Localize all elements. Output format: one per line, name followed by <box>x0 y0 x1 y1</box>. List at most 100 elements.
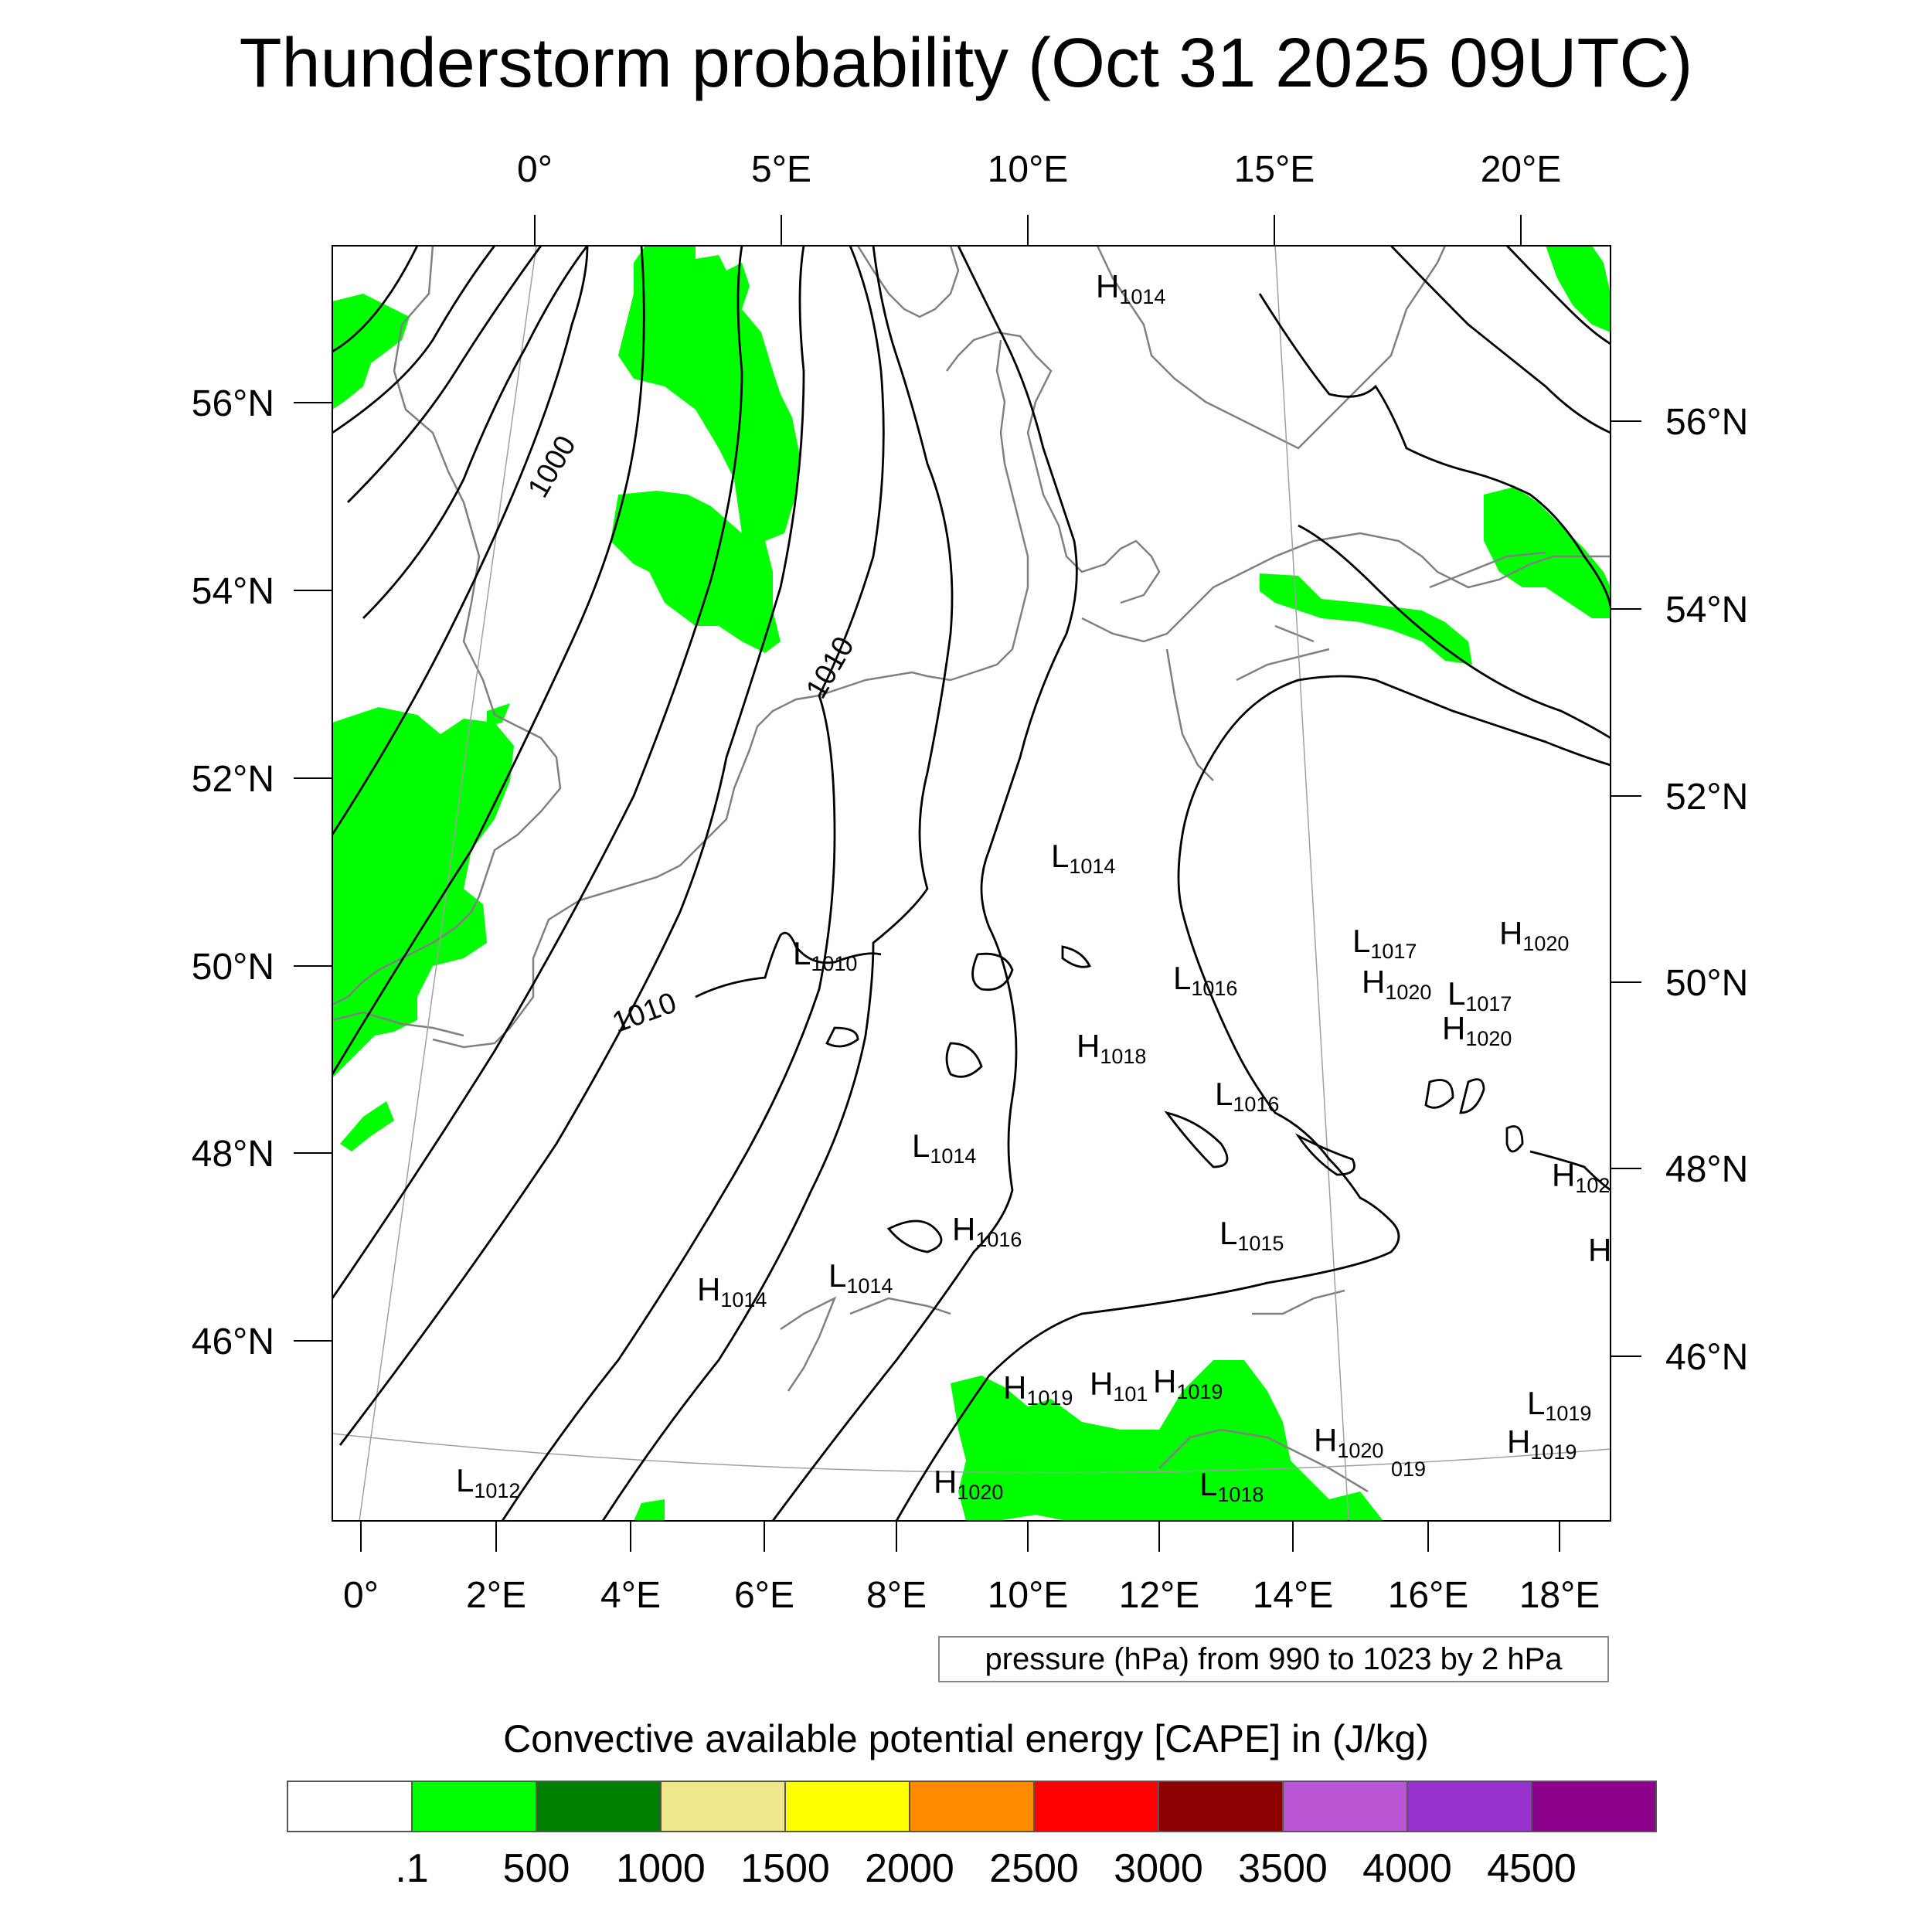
pressure-center: H1020 <box>934 1464 1003 1504</box>
coastline-sweden-south <box>1096 246 1447 450</box>
chart-title: Thunderstorm probability (Oct 31 2025 09… <box>240 25 1693 102</box>
pressure-center-type: L <box>1051 838 1069 874</box>
pressure-center-value: 019 <box>1391 1458 1426 1481</box>
colorbar-box <box>1282 1781 1408 1832</box>
pressure-center-type: H <box>1003 1369 1026 1406</box>
colorbar-tick-label: 1000 <box>616 1846 706 1891</box>
svg-text:H1016: H1016 <box>952 1211 1022 1251</box>
isobar-east-1 <box>1298 524 1611 740</box>
svg-text:H1020: H1020 <box>1499 915 1569 955</box>
pressure-center-value: 1020 <box>957 1481 1003 1504</box>
colorbar-box <box>1531 1781 1657 1832</box>
svg-text:L1017: L1017 <box>1447 975 1512 1015</box>
colorbar-box <box>909 1781 1035 1832</box>
svg-text:L1018: L1018 <box>1199 1466 1264 1506</box>
pressure-center: H1019 <box>1153 1363 1223 1403</box>
pressure-center-type: L <box>828 1257 846 1294</box>
svg-text:L1012: L1012 <box>456 1462 520 1502</box>
right-lat-label: 54°N <box>1665 590 1748 631</box>
pressure-center: L1016 <box>1215 1076 1279 1116</box>
bottom-lon-label: 4°E <box>600 1575 661 1616</box>
bottom-lon-label: 10°E <box>988 1575 1069 1616</box>
svg-text:H1014: H1014 <box>1096 268 1165 308</box>
bottom-longitude-axis <box>360 1521 1560 1552</box>
left-lat-label: 56°N <box>192 383 274 424</box>
pressure-center-type: H <box>1314 1422 1337 1458</box>
bottom-longitude-labels: 0° 2°E 4°E 6°E 8°E 10°E 12°E 14°E 16°E 1… <box>343 1575 1600 1616</box>
colorbar-tick-labels: .1 500 1000 1500 2000 2500 3000 3500 400… <box>395 1846 1577 1891</box>
border-germany-poland <box>1165 551 1546 781</box>
colorbar-box <box>287 1781 413 1832</box>
pressure-center-type: L <box>1219 1215 1237 1251</box>
pressure-center-type: L <box>1173 960 1191 996</box>
pressure-center-value: 1019 <box>1026 1386 1073 1410</box>
colorbar-tick-label: 4500 <box>1487 1846 1577 1891</box>
pressure-center-type: H <box>952 1211 975 1247</box>
coastline-benelux <box>679 671 951 866</box>
pressure-center-value: 1016 <box>1191 977 1237 1000</box>
pressure-center-value: 1020 <box>1522 932 1569 955</box>
bottom-lon-label: 6°E <box>734 1575 794 1616</box>
cape-area-uk-north <box>332 294 410 410</box>
pressure-center-value: 101 <box>1113 1383 1148 1406</box>
pressure-center-value: 1016 <box>1233 1093 1279 1116</box>
pressure-center: H1016 <box>952 1211 1022 1251</box>
colorbar-tick-label: 2000 <box>865 1846 954 1891</box>
right-lat-label: 52°N <box>1665 777 1748 818</box>
bottom-lon-label: 18°E <box>1519 1575 1600 1616</box>
svg-text:H1020: H1020 <box>934 1464 1003 1504</box>
cape-area-northsea-north <box>618 246 800 541</box>
cape-area-south-small <box>634 1499 665 1521</box>
bottom-lon-label: 0° <box>343 1575 379 1616</box>
colorbar-tick-label: 1500 <box>740 1846 830 1891</box>
left-lat-label: 52°N <box>192 759 274 800</box>
pressure-center-type: L <box>1527 1385 1545 1421</box>
pressure-center: H1014 <box>697 1271 767 1311</box>
pressure-info-box: pressure (hPa) from 990 to 1023 by 2 hPa <box>938 1636 1609 1682</box>
isobar-closed-2 <box>945 1042 983 1078</box>
pressure-center-value: 1015 <box>1237 1232 1284 1255</box>
pressure-center-value: 1010 <box>811 952 857 975</box>
isobar-closed-3 <box>1061 945 1091 968</box>
cape-area-baltic-east <box>1484 487 1611 618</box>
colorbar-box <box>536 1781 662 1832</box>
pressure-center-type: H <box>1096 268 1119 304</box>
pressure-center: L1010 <box>793 935 857 975</box>
pressure-center-type: H <box>1442 1010 1465 1046</box>
pressure-center: H101 <box>1090 1366 1148 1406</box>
colorbar-tick-label: 2500 <box>989 1846 1079 1891</box>
pressure-center: H1018 <box>1077 1028 1146 1068</box>
cape-area-pl-north <box>1260 573 1472 665</box>
isobar-1010-a <box>601 246 954 1521</box>
pressure-center: H1019 <box>1003 1369 1073 1410</box>
svg-text:L1014: L1014 <box>1051 838 1115 878</box>
svg-text:L1014: L1014 <box>828 1257 893 1298</box>
isobar-closed-7 <box>1164 1111 1229 1168</box>
left-lat-label: 48°N <box>192 1134 274 1175</box>
pressure-center-type: L <box>912 1128 930 1164</box>
pressure-center-group: H1014 L1014 L1010 L1017 H1020 L1016 H102… <box>456 268 1611 1506</box>
svg-text:H101: H101 <box>1090 1366 1148 1406</box>
colorbar-tick-label: .1 <box>395 1846 428 1891</box>
border-alps <box>780 1289 1369 1493</box>
colorbar-box <box>784 1781 910 1832</box>
pressure-center: L1017 <box>1447 975 1512 1015</box>
isobar-closed-1 <box>971 952 1014 992</box>
pressure-center: H1020 <box>1442 1010 1512 1050</box>
isobar-1004 <box>332 246 743 1299</box>
svg-text:H102: H102 <box>1552 1157 1610 1197</box>
svg-text:H1014: H1014 <box>697 1271 767 1311</box>
pressure-center-value: 1014 <box>1119 285 1165 308</box>
svg-text:L1014: L1014 <box>912 1128 976 1168</box>
pressure-center-type: L <box>1199 1466 1217 1502</box>
pressure-center-value: 1020 <box>1337 1439 1383 1462</box>
left-lat-label: 50°N <box>192 947 274 988</box>
pressure-center-value: 1019 <box>1176 1380 1223 1403</box>
colorbar-tick-label: 3500 <box>1238 1846 1328 1891</box>
coastline-uk-east <box>332 246 562 1006</box>
pressure-center-value: 1016 <box>975 1228 1022 1251</box>
isobars <box>332 246 1611 1521</box>
cape-shading <box>332 246 1611 1521</box>
pressure-center-value: 1018 <box>1100 1045 1146 1068</box>
isobar-1008 <box>501 246 885 1521</box>
